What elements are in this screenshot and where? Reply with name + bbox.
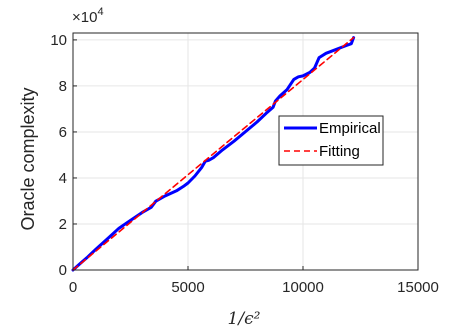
y-tick-label: 6 [59, 124, 67, 141]
y-tick-label: 0 [59, 262, 67, 279]
series-line-fitting [72, 36, 355, 271]
x-tick-label: 5000 [171, 279, 204, 296]
x-tick-label: 0 [69, 279, 77, 296]
legend-label-fitting: Fitting [319, 143, 360, 160]
y-axis-label: Oracle complexity [18, 87, 38, 230]
plot-frame [72, 32, 419, 271]
legend-box [278, 115, 384, 166]
y-tick-label: 10 [50, 32, 67, 49]
series-layer [71, 36, 356, 272]
legend-label-empirical: Empirical [319, 120, 381, 137]
series-line-empirical [71, 36, 356, 272]
y-axis-multiplier: ×104 [72, 6, 104, 26]
y-tick-label: 2 [59, 216, 67, 233]
legend: Empirical Fitting [278, 115, 384, 166]
y-tick-label: 4 [59, 170, 67, 187]
y-axis-ticks: 0 2 4 6 8 10 [50, 32, 77, 279]
x-tick-label: 10000 [282, 279, 324, 296]
x-tick-label: 15000 [397, 279, 439, 296]
x-axis-ticks: 0 5000 10000 15000 [69, 266, 439, 296]
x-axis-label: 1/ϵ² [228, 309, 261, 329]
y-tick-label: 8 [59, 78, 67, 95]
